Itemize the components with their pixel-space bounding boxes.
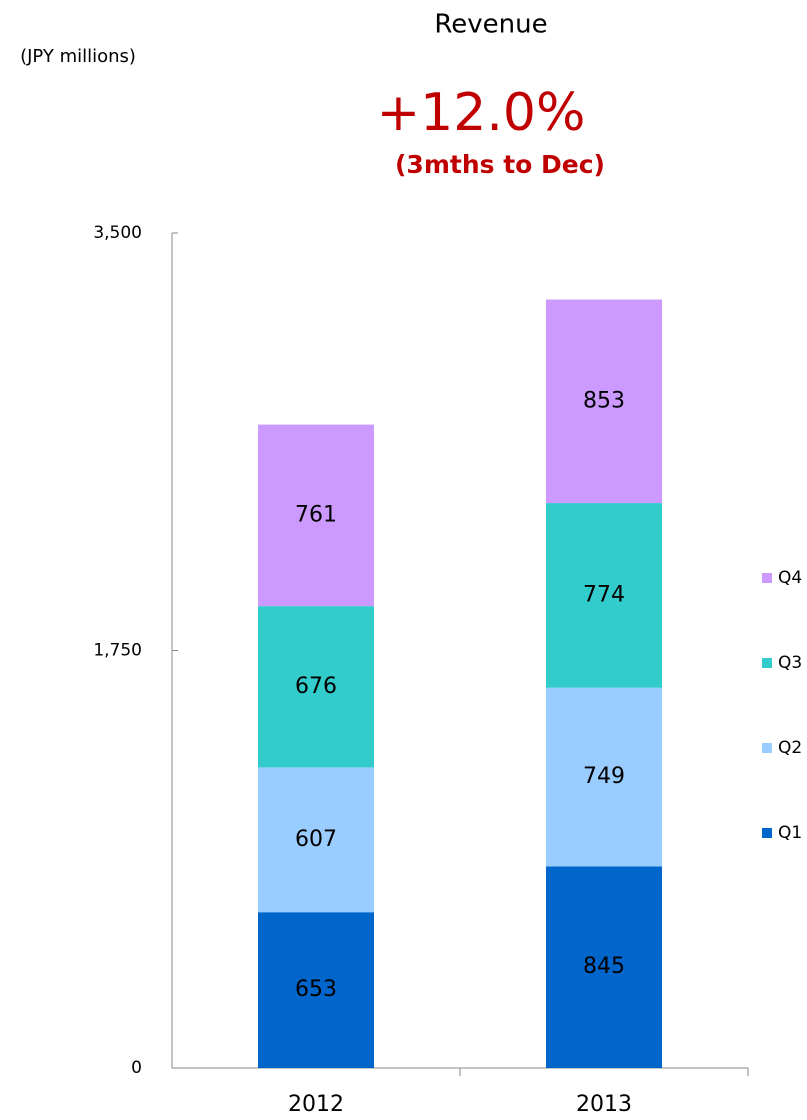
y-tick-label: 1,750 <box>93 641 142 661</box>
data-label: 749 <box>583 764 625 789</box>
data-label: 853 <box>583 388 625 413</box>
y-tick-label: 0 <box>131 1058 142 1078</box>
bar-segment <box>546 866 662 1068</box>
data-label: 607 <box>295 827 337 852</box>
legend-swatch <box>762 743 772 753</box>
x-tick-label: 2012 <box>288 1092 344 1117</box>
legend-swatch <box>762 828 772 838</box>
bar-segment <box>258 767 374 913</box>
x-tick-label: 2013 <box>576 1092 632 1117</box>
data-label: 676 <box>295 674 337 699</box>
annotation: (3mths to Dec) <box>395 150 605 179</box>
legend-label: Q3 <box>778 653 802 673</box>
bar-segment <box>258 424 374 607</box>
legend-swatch <box>762 573 772 583</box>
data-label: 653 <box>295 977 337 1002</box>
annotation: +12.0% <box>377 83 586 143</box>
bar-segment <box>546 503 662 688</box>
data-label: 845 <box>583 954 625 979</box>
y-axis-label: (JPY millions) <box>20 46 136 67</box>
data-label: 761 <box>295 502 337 527</box>
bar-segment <box>546 687 662 867</box>
legend-label: Q1 <box>778 823 802 843</box>
legend-label: Q2 <box>778 738 802 758</box>
bar-segment <box>546 299 662 504</box>
legend-swatch <box>762 658 772 668</box>
legend-label: Q4 <box>778 568 802 588</box>
y-tick-label: 3,500 <box>93 223 142 243</box>
chart-title: Revenue <box>434 10 547 40</box>
data-label: 774 <box>583 582 625 607</box>
bar-segment <box>258 606 374 768</box>
bar-segment <box>258 912 374 1068</box>
